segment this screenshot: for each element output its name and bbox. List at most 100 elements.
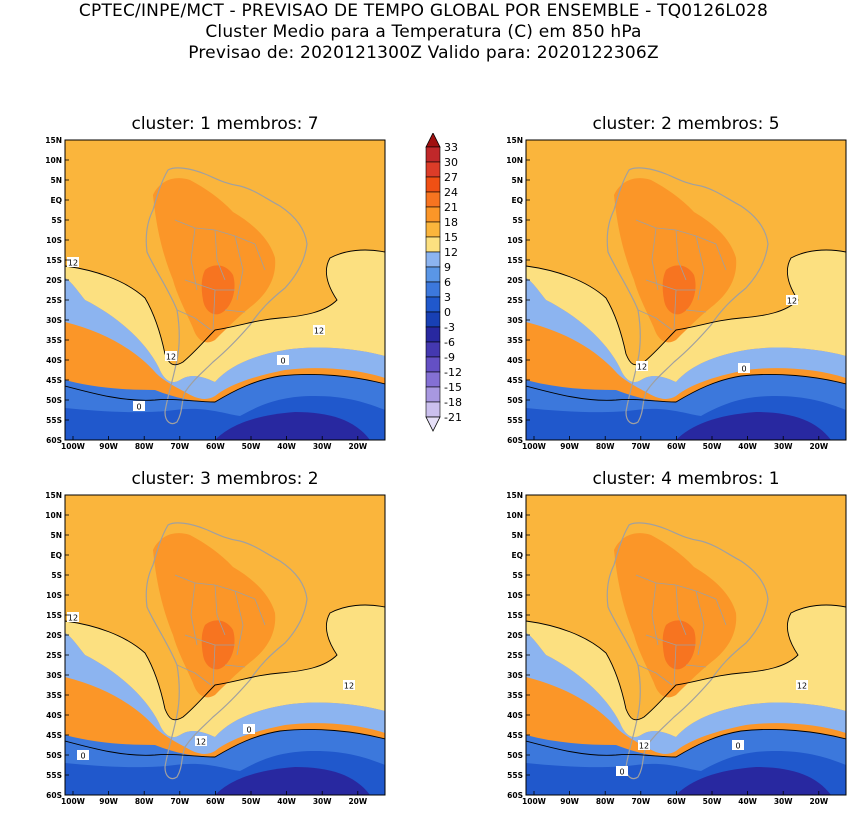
subtitle-dates: Previsao de: 2020121300Z Valido para: 20…	[188, 43, 659, 63]
lat-tick-label: 5S	[51, 216, 62, 225]
lat-tick-label: 10N	[506, 511, 523, 520]
lat-tick-label: 10S	[46, 591, 62, 600]
lat-tick-label: 45S	[507, 376, 523, 385]
map-plot: 12 12 12 0 0 15N 10N 5N EQ 5S 10S 15S 20S 25S 30S 35S 40…	[45, 491, 386, 806]
colorbar-swatch	[425, 401, 441, 418]
colorbar-swatch	[425, 176, 441, 193]
colorbar-swatch	[425, 146, 441, 163]
lon-tick-label: 100W	[522, 442, 547, 451]
colorbar-label: 9	[444, 261, 451, 274]
lon-tick-label: 30W	[313, 797, 332, 806]
colorbar-label: 12	[444, 246, 458, 259]
subtitle-variable: Cluster Medio para a Temperatura (C) em …	[205, 22, 642, 42]
lat-tick-label: 15N	[506, 136, 523, 145]
svg-text:0: 0	[280, 357, 285, 366]
colorbar-label: 27	[444, 171, 458, 184]
svg-text:12: 12	[637, 363, 647, 372]
contour-label: 12	[786, 295, 798, 306]
contour-label: 12	[165, 351, 177, 362]
contour-label: 12	[67, 612, 79, 623]
lon-tick-label: 80W	[135, 442, 154, 451]
lat-tick-label: 60S	[507, 791, 523, 800]
lat-tick-label: 30S	[507, 316, 523, 325]
lat-tick-label: 50S	[46, 751, 62, 760]
lat-tick-label: 10S	[507, 591, 523, 600]
panel-title: cluster: 3 membros: 2	[131, 469, 319, 489]
lat-tick-label: 55S	[507, 771, 523, 780]
lon-tick-label: 50W	[242, 797, 261, 806]
svg-text:0: 0	[741, 365, 746, 374]
colorbar-swatch	[425, 296, 441, 313]
colorbar-arrow-bottom	[425, 416, 441, 432]
lat-tick-label: 60S	[46, 791, 62, 800]
colorbar-swatch	[425, 386, 441, 403]
lat-tick-label: 40S	[46, 711, 62, 720]
lat-tick-label: 10S	[507, 236, 523, 245]
lat-tick-label: 10N	[45, 511, 62, 520]
colorbar-label: -6	[444, 336, 455, 349]
lat-tick-label: 50S	[507, 396, 523, 405]
svg-text:12: 12	[787, 297, 797, 306]
lat-tick-label: EQ	[51, 196, 63, 205]
colorbar-swatch	[425, 191, 441, 208]
svg-text:0: 0	[619, 768, 624, 777]
lat-tick-label: 35S	[46, 691, 62, 700]
colorbar-swatch	[425, 221, 441, 238]
colorbar-swatch	[425, 266, 441, 283]
colorbar-label: 0	[444, 306, 451, 319]
lat-tick-label: 40S	[46, 356, 62, 365]
main-title: CPTEC/INPE/MCT - PREVISAO DE TEMPO GLOBA…	[78, 1, 769, 21]
contour-label: 0	[738, 363, 750, 374]
lat-tick-label: 5N	[512, 531, 524, 540]
lon-tick-label: 40W	[277, 442, 296, 451]
colorbar-label: -21	[444, 411, 462, 424]
lon-tick-label: 30W	[774, 442, 793, 451]
svg-text:12: 12	[68, 614, 78, 623]
lon-tick-label: 100W	[61, 797, 86, 806]
lat-tick-label: 15S	[507, 256, 523, 265]
lat-tick-label: 60S	[46, 436, 62, 445]
panel-title: cluster: 2 membros: 5	[592, 114, 780, 134]
lat-tick-label: 20S	[46, 631, 62, 640]
lon-tick-label: 50W	[242, 442, 261, 451]
lon-tick-label: 100W	[61, 442, 86, 451]
lat-tick-label: 25S	[507, 651, 523, 660]
panel-title: cluster: 1 membros: 7	[131, 114, 319, 134]
colorbar-label: 15	[444, 231, 458, 244]
lat-tick-label: 25S	[46, 296, 62, 305]
lon-tick-label: 60W	[206, 442, 225, 451]
svg-text:12: 12	[166, 353, 176, 362]
lat-tick-label: 5S	[512, 571, 523, 580]
lon-tick-label: 90W	[560, 442, 579, 451]
lon-tick-label: 80W	[596, 797, 615, 806]
panel-title: cluster: 4 membros: 1	[592, 469, 780, 489]
lat-tick-label: 15N	[506, 491, 523, 500]
lat-tick-label: 30S	[46, 316, 62, 325]
map-plot: 12 12 0 15N 10N 5N EQ 5S 10S 15S 20S 25S 30S 35S 40S 45…	[506, 136, 847, 451]
colorbar-swatch	[425, 326, 441, 343]
svg-text:0: 0	[735, 742, 740, 751]
contour-label: 0	[616, 766, 628, 777]
lat-tick-label: 25S	[507, 296, 523, 305]
svg-text:0: 0	[246, 726, 251, 735]
lon-tick-label: 70W	[631, 442, 650, 451]
colorbar-label: 33	[444, 141, 458, 154]
lat-tick-label: EQ	[512, 551, 524, 560]
lat-tick-label: 10N	[45, 156, 62, 165]
contour-label: 0	[277, 355, 289, 366]
colorbar-swatch	[425, 236, 441, 253]
lon-tick-label: 20W	[809, 797, 828, 806]
contour-label: 0	[732, 740, 744, 751]
lon-tick-label: 40W	[277, 797, 296, 806]
contour-label: 12	[195, 736, 207, 747]
contour-label: 12	[67, 257, 79, 268]
colorbar-label: -18	[444, 396, 462, 409]
lat-tick-label: 60S	[507, 436, 523, 445]
svg-text:0: 0	[80, 752, 85, 761]
colorbar-swatch	[425, 281, 441, 298]
lon-tick-label: 30W	[313, 442, 332, 451]
lon-tick-label: 70W	[631, 797, 650, 806]
lon-tick-label: 90W	[99, 797, 118, 806]
lon-tick-label: 90W	[99, 442, 118, 451]
lat-tick-label: 15S	[46, 256, 62, 265]
